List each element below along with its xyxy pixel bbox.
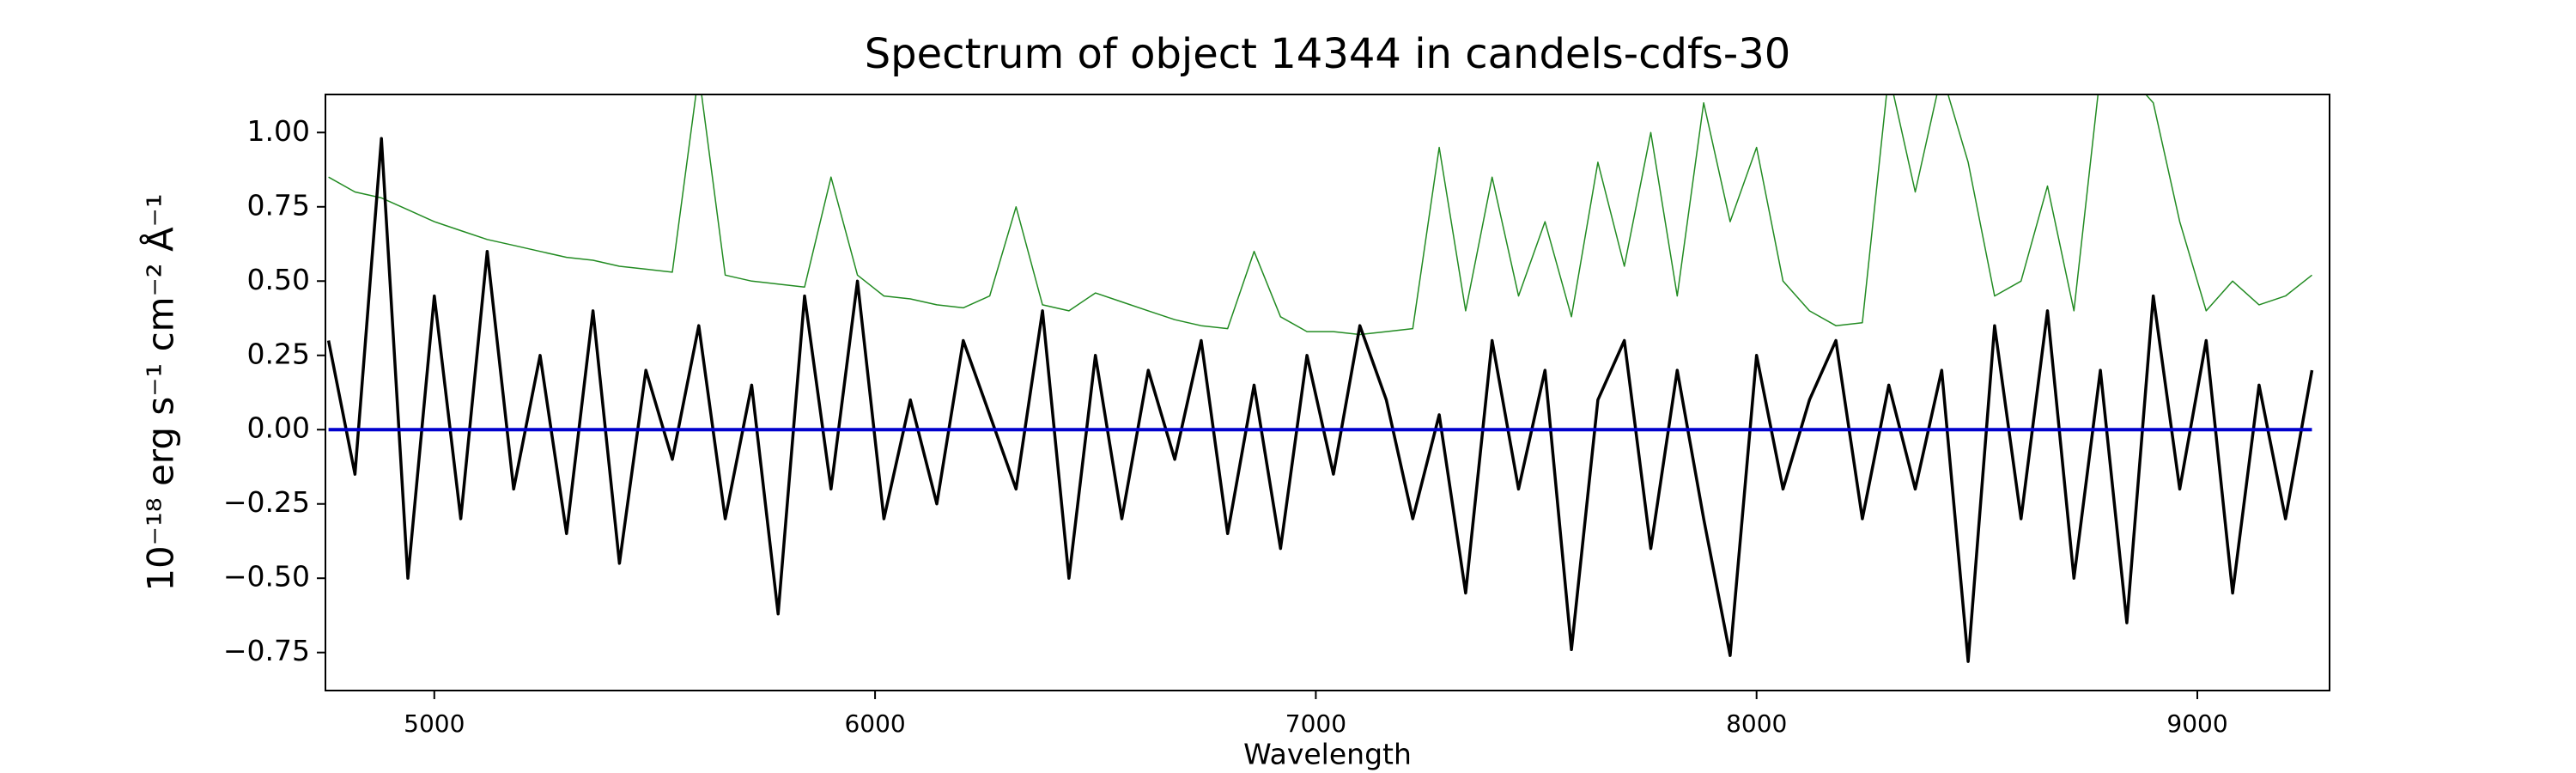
y-tick-label: 0.75: [247, 188, 310, 222]
plot-frame: [325, 94, 2330, 691]
plot-area: [326, 94, 2314, 663]
x-tick-label: 8000: [1726, 709, 1787, 738]
x-tick-label: 7000: [1285, 709, 1346, 738]
y-tick-label: −0.25: [223, 485, 310, 519]
x-tick-label: 6000: [844, 709, 905, 738]
y-tick-label: 0.25: [247, 337, 310, 370]
chart-title: Spectrum of object 14344 in candels-cdfs…: [865, 30, 1791, 78]
spectrum-line: [328, 94, 2312, 336]
y-tick-label: −0.50: [223, 560, 310, 593]
y-tick-label: 0.50: [247, 263, 310, 296]
x-tick-label: 9000: [2166, 709, 2227, 738]
spectrum-line: [326, 137, 2314, 663]
y-tick-label: 0.00: [247, 411, 310, 445]
x-axis-label: Wavelength: [1243, 738, 1412, 771]
y-tick-label: 1.00: [247, 114, 310, 148]
x-tick-label: 5000: [404, 709, 465, 738]
y-tick-label: −0.75: [223, 634, 310, 667]
y-axis-label: 10⁻¹⁸ erg s⁻¹ cm⁻² Å⁻¹: [139, 193, 182, 591]
